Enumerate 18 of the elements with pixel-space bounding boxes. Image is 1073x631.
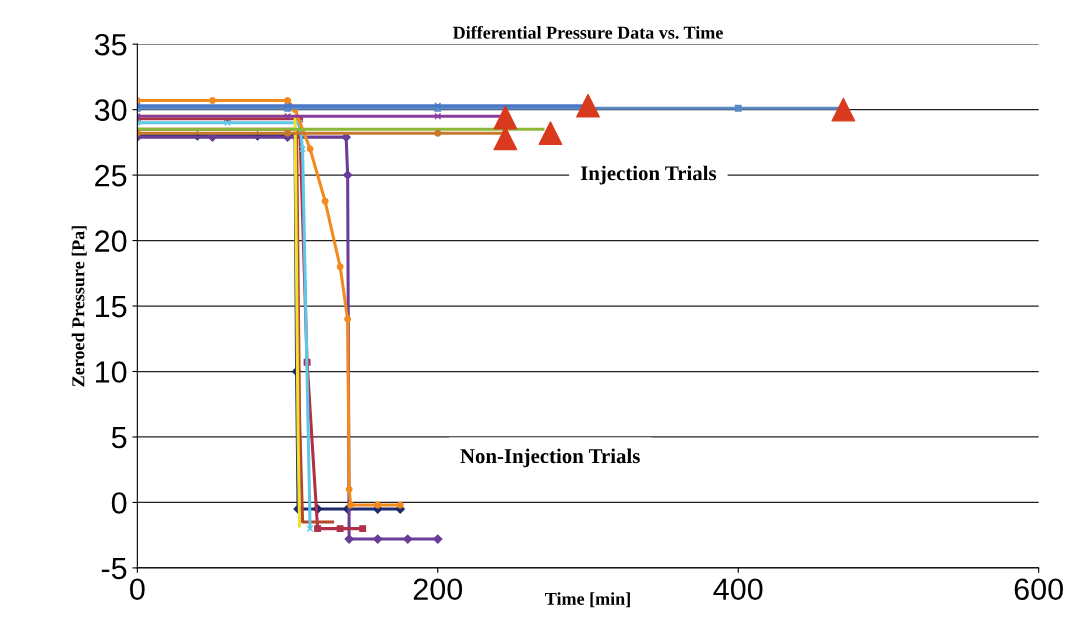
y-tick-label: 0 — [111, 492, 127, 514]
y-tick-label: 35 — [94, 33, 127, 56]
y-tick-label: 5 — [111, 427, 127, 449]
y-tick-label: 10 — [95, 361, 127, 383]
chart-title: Differential Pressure Data vs. Time — [452, 25, 723, 39]
x-tick-label: 400 — [713, 578, 763, 601]
y-tick-label: 15 — [95, 296, 127, 318]
y-tick-label: 25 — [95, 164, 127, 187]
y-tick-label: -5 — [101, 557, 127, 580]
annotation: Injection Trials — [580, 165, 717, 185]
annotation: Non-Injection Trials — [460, 448, 640, 468]
x-tick-label: 0 — [130, 578, 145, 601]
x-tick-label: 600 — [1014, 578, 1063, 601]
x-tick-label: 200 — [413, 578, 463, 601]
y-tick-label: 20 — [95, 230, 127, 252]
y-tick-label: 30 — [94, 99, 127, 122]
y-axis-title: Zeroed Pressure [Pa] — [71, 226, 87, 387]
x-axis-title: Time [min] — [545, 592, 630, 608]
